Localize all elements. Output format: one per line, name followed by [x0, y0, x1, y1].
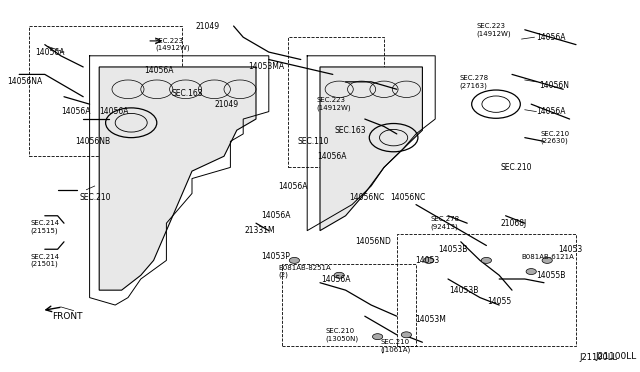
Text: SEC.163: SEC.163 [172, 89, 203, 97]
Text: 14056A: 14056A [61, 107, 90, 116]
Circle shape [526, 269, 536, 275]
Text: 14056NC: 14056NC [390, 193, 426, 202]
Text: 14056A: 14056A [317, 152, 346, 161]
Text: SEC.210: SEC.210 [80, 193, 111, 202]
Text: 14056ND: 14056ND [355, 237, 391, 246]
Circle shape [289, 257, 300, 263]
Text: 14056A: 14056A [35, 48, 65, 57]
Circle shape [424, 257, 434, 263]
Text: SEC.214
(21515): SEC.214 (21515) [31, 220, 60, 234]
Text: J21100LL: J21100LL [579, 353, 617, 362]
Bar [29, 26, 182, 156]
Text: SEC.210
(13050N): SEC.210 (13050N) [325, 328, 358, 341]
Text: 14056A: 14056A [99, 107, 129, 116]
Text: SEC.278
(27163): SEC.278 (27163) [460, 75, 489, 89]
Text: 14056A: 14056A [261, 211, 291, 220]
Polygon shape [99, 67, 256, 290]
Text: 14056A: 14056A [536, 107, 566, 116]
Text: 14053B: 14053B [449, 286, 479, 295]
Text: B081AB-6121A: B081AB-6121A [522, 254, 575, 260]
Text: 14056A: 14056A [144, 66, 173, 75]
Text: 14056NB: 14056NB [76, 137, 111, 146]
Polygon shape [320, 67, 422, 231]
Text: 14053: 14053 [415, 256, 439, 265]
Circle shape [334, 272, 344, 278]
Text: 14055B: 14055B [536, 271, 566, 280]
Text: 14053B: 14053B [438, 245, 468, 254]
Bar [288, 37, 384, 167]
Text: 14056N: 14056N [539, 81, 569, 90]
Text: SEC.223
(14912W): SEC.223 (14912W) [155, 38, 189, 51]
Text: 14055: 14055 [488, 297, 512, 306]
Text: 21331M: 21331M [244, 226, 275, 235]
Text: SEC.110: SEC.110 [298, 137, 329, 146]
Text: 14053: 14053 [558, 245, 582, 254]
Text: 14056A: 14056A [536, 33, 566, 42]
Text: SEC.223
(14912W): SEC.223 (14912W) [477, 23, 511, 36]
Text: FRONT: FRONT [52, 312, 83, 321]
Text: 14053MA: 14053MA [248, 62, 284, 71]
Text: 14056NA: 14056NA [8, 77, 43, 86]
Text: 14056A: 14056A [278, 182, 308, 190]
Text: SEC.223
(14912W): SEC.223 (14912W) [317, 97, 351, 111]
Text: 14056A: 14056A [321, 275, 351, 283]
Text: SEC.210: SEC.210 [500, 163, 532, 172]
Circle shape [401, 332, 412, 338]
Text: SEC.163: SEC.163 [335, 126, 366, 135]
Text: SEC.278
(92413): SEC.278 (92413) [430, 217, 460, 230]
Bar [282, 264, 416, 346]
Text: J21100LL: J21100LL [596, 352, 637, 361]
Text: 14053M: 14053M [415, 315, 445, 324]
Text: 14056NC: 14056NC [349, 193, 384, 202]
Text: 21049: 21049 [214, 100, 239, 109]
Text: B081AB-8251A
(2): B081AB-8251A (2) [278, 265, 331, 278]
Circle shape [372, 334, 383, 340]
Circle shape [542, 257, 552, 263]
Text: 21068J: 21068J [500, 219, 527, 228]
Bar [397, 234, 576, 346]
Text: SEC.210
(22630): SEC.210 (22630) [541, 131, 570, 144]
Text: SEC.210
(J1061A): SEC.210 (J1061A) [381, 339, 411, 353]
Circle shape [481, 257, 492, 263]
Text: 21049: 21049 [195, 22, 220, 31]
Text: 14053P: 14053P [261, 252, 290, 261]
Text: SEC.214
(21501): SEC.214 (21501) [31, 254, 60, 267]
